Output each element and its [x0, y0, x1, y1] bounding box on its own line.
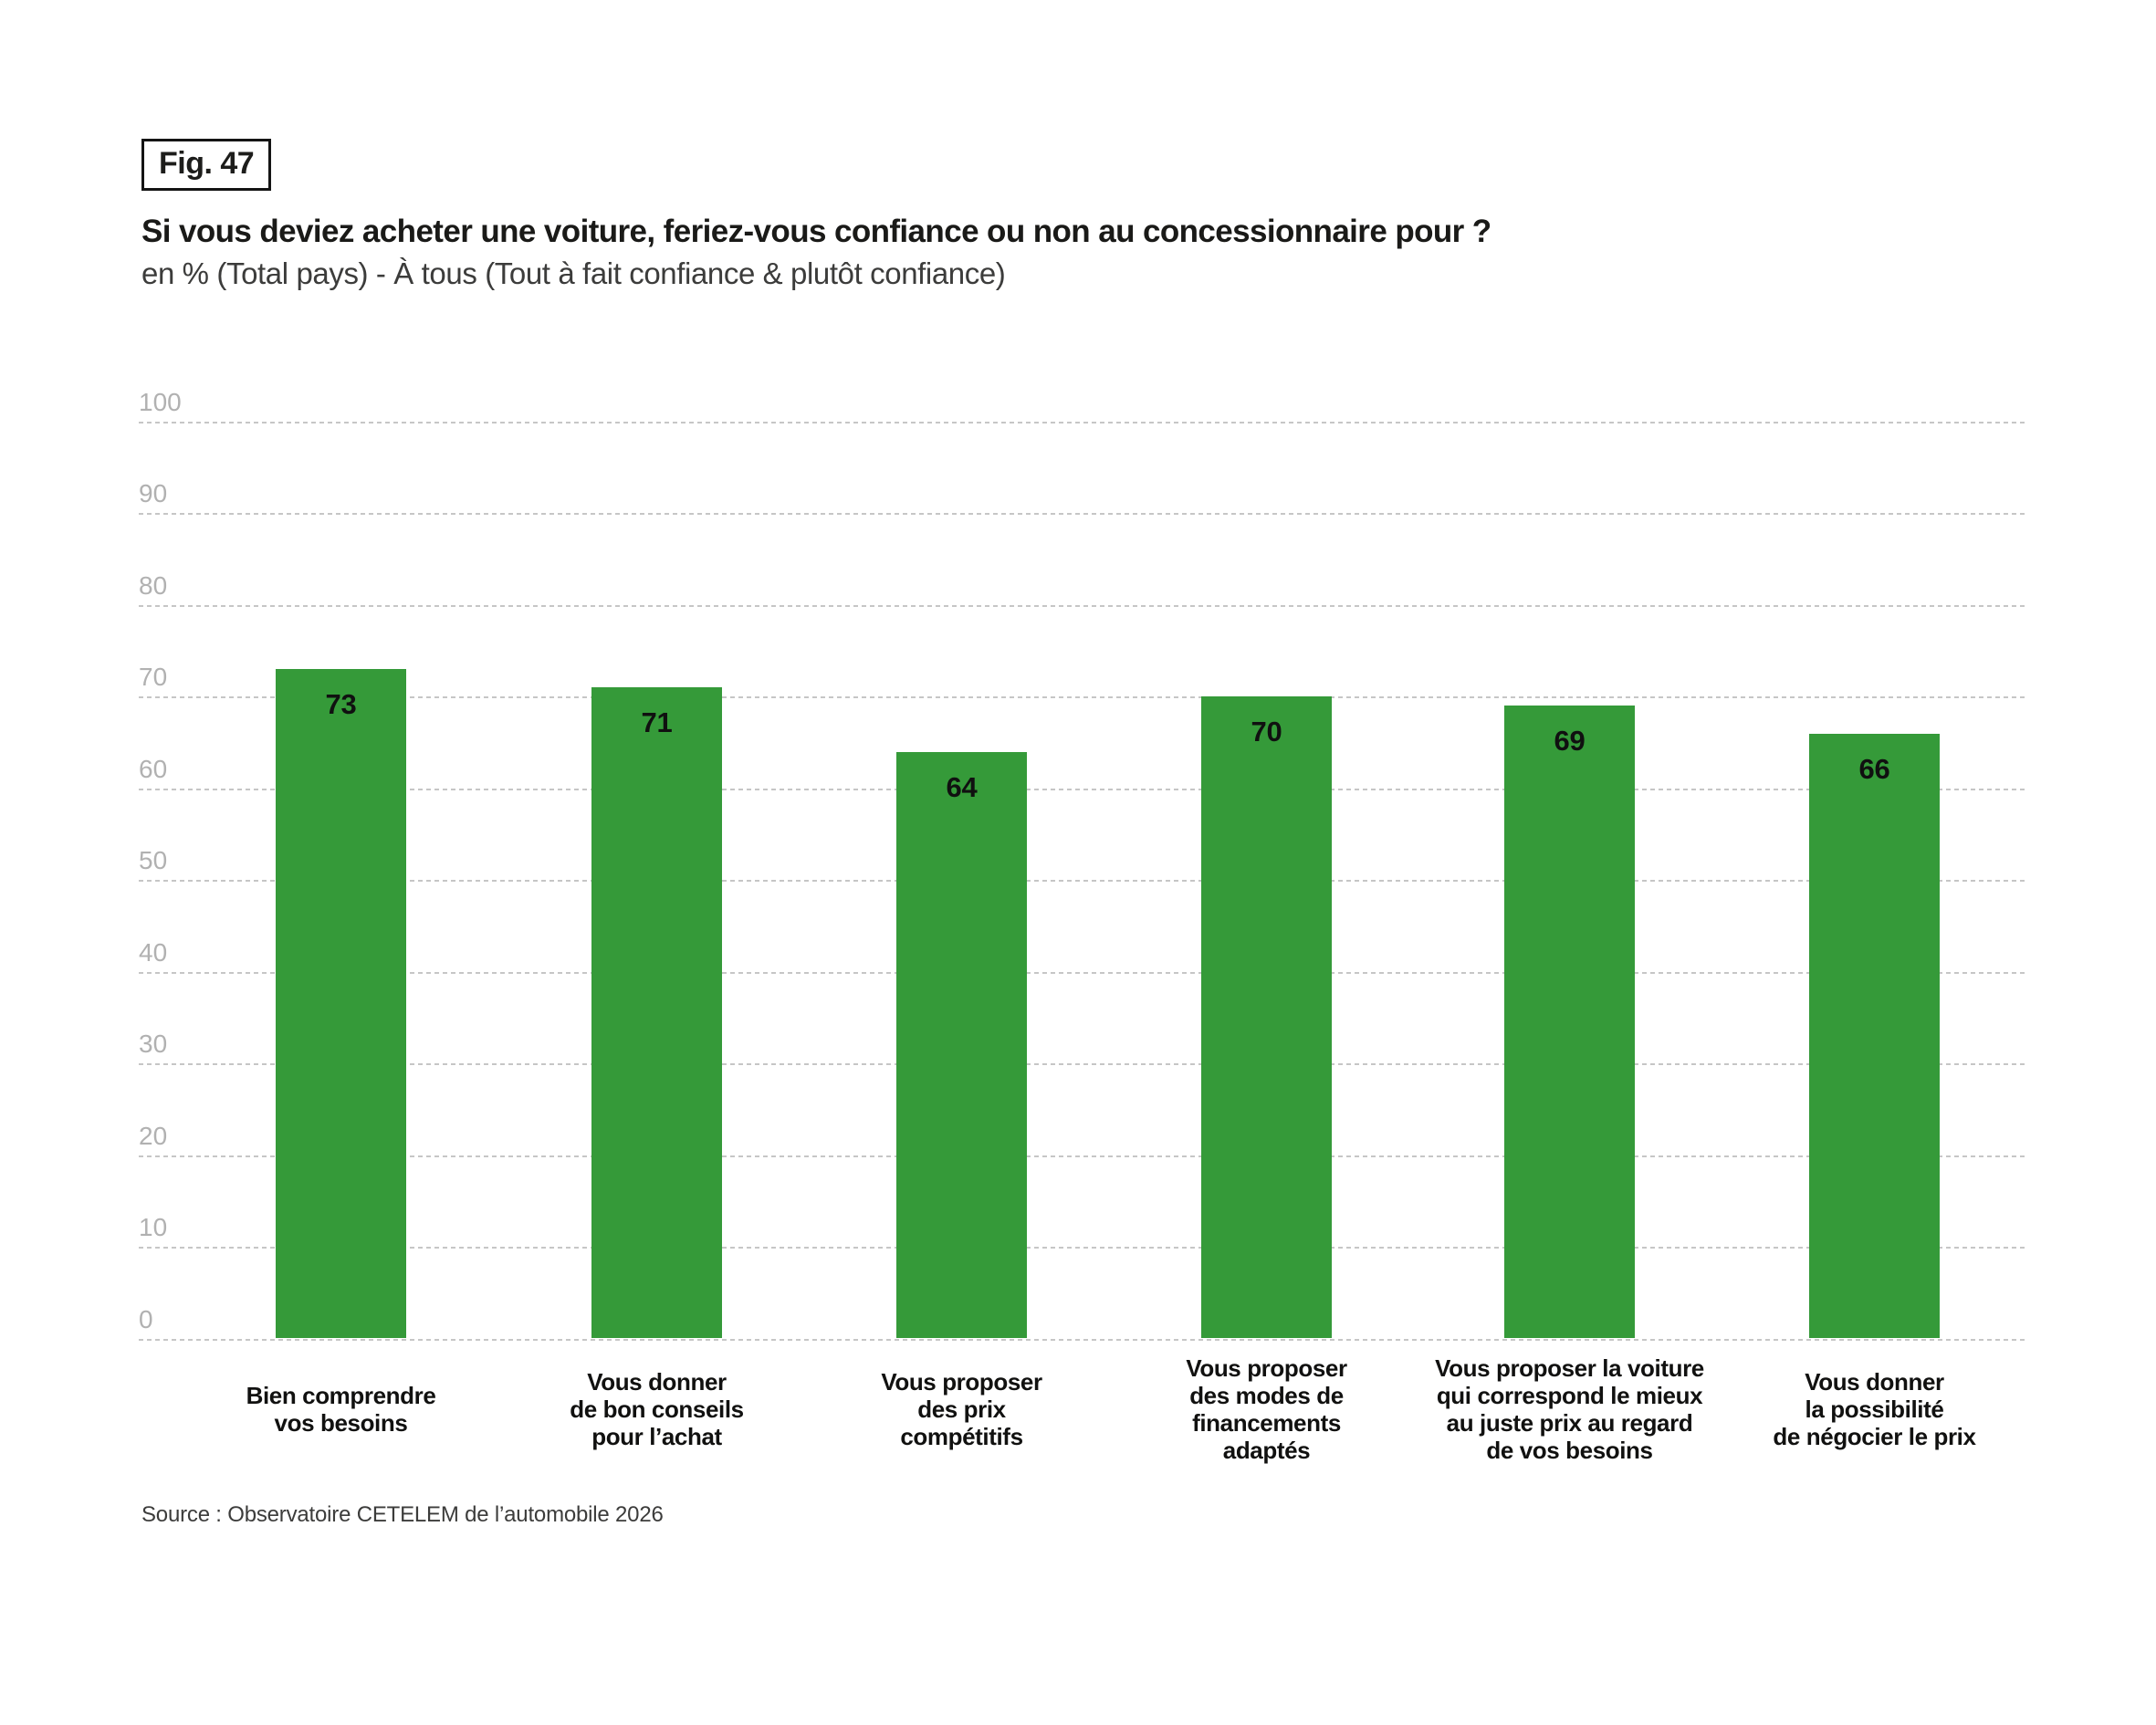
gridline-60	[139, 788, 2026, 790]
category-label-5: Vous proposer la voiture qui correspond …	[1435, 1354, 1704, 1464]
gridline-40	[139, 971, 2026, 974]
gridline-80	[139, 604, 2026, 607]
chart-title: Si vous deviez acheter une voiture, feri…	[141, 214, 1491, 249]
y-tick-label-30: 30	[139, 1030, 168, 1059]
gridline-20	[139, 1155, 2026, 1157]
bar-2: 71	[591, 687, 722, 1339]
bar-value-label: 73	[325, 688, 357, 721]
gridline-70	[139, 696, 2026, 699]
category-label-6: Vous donner la possibilité de négocier l…	[1773, 1368, 1976, 1450]
gridline-0	[139, 1338, 2026, 1341]
gridline-10	[139, 1247, 2026, 1249]
y-tick-label-20: 20	[139, 1121, 168, 1150]
y-tick-label-10: 10	[139, 1213, 168, 1242]
chart-subtitle: en % (Total pays) - À tous (Tout à fait …	[141, 256, 1006, 290]
bar-5: 69	[1504, 706, 1635, 1339]
bar-4: 70	[1201, 696, 1332, 1339]
bar-value-label: 66	[1858, 752, 1890, 785]
y-tick-label-60: 60	[139, 754, 168, 783]
y-tick-label-100: 100	[139, 388, 182, 416]
bar-value-label: 69	[1554, 725, 1586, 758]
category-label-3: Vous proposer des prix compétitifs	[881, 1368, 1042, 1450]
y-tick-label-0: 0	[139, 1304, 153, 1333]
bar-value-label: 70	[1251, 716, 1282, 748]
category-label-1: Bien comprendre vos besoins	[246, 1382, 436, 1437]
bar-value-label: 71	[641, 706, 673, 739]
gridline-90	[139, 513, 2026, 516]
category-label-4: Vous proposer des modes de financements …	[1186, 1354, 1347, 1464]
gridline-50	[139, 880, 2026, 883]
gridline-30	[139, 1063, 2026, 1066]
y-tick-label-90: 90	[139, 479, 168, 508]
bar-3: 64	[896, 751, 1027, 1339]
gridline-100	[139, 422, 2026, 423]
bar-value-label: 64	[946, 770, 978, 803]
y-tick-label-50: 50	[139, 846, 168, 875]
category-label-2: Vous donner de bon conseils pour l’achat	[570, 1368, 744, 1450]
bar-6: 66	[1809, 733, 1940, 1339]
bar-1: 73	[276, 669, 406, 1339]
y-tick-label-70: 70	[139, 663, 168, 692]
source-note: Source : Observatoire CETELEM de l’autom…	[141, 1502, 664, 1527]
figure-badge: Fig. 47	[141, 139, 272, 191]
y-tick-label-80: 80	[139, 570, 168, 600]
y-tick-label-40: 40	[139, 937, 168, 967]
